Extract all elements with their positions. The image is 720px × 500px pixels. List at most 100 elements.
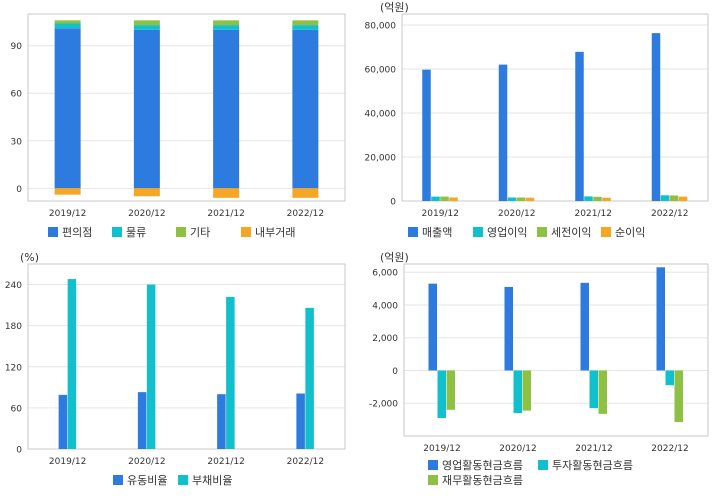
legend-label-물류: 물류: [126, 226, 146, 239]
legend-swatch-기타: [176, 227, 186, 237]
chart-3: (%) 0 60 120 180 240 2019/12 2020/12 2021/12 2022…: [5, 251, 346, 487]
bar-기타-2020/12: [133, 20, 160, 26]
bar-유동비율-2020/12: [137, 392, 147, 449]
x-tick-label: 2019/12: [423, 444, 460, 454]
y-tick-label: 60,000: [365, 66, 397, 76]
bar-재무활동현금흐름-2022/12: [674, 370, 683, 423]
x-tick-label: 2019/12: [422, 209, 459, 219]
legend-swatch-세전이익: [537, 227, 547, 237]
bar-영업이익-2021/12: [584, 196, 593, 201]
bar-투자활동현금흐름-2019/12: [437, 370, 446, 418]
x-tick-label: 2020/12: [128, 209, 165, 219]
bar-물류-2022/12: [292, 25, 319, 30]
bar-물류-2019/12: [54, 23, 81, 29]
unit-label: (억원): [380, 1, 409, 14]
chart-1: 0 30 60 90 2019/12 2020/12 2021/12 2022/12 편의점 물류…: [11, 13, 346, 239]
bar-유동비율-2019/12: [58, 394, 68, 449]
bar-세전이익-2020/12: [516, 197, 526, 201]
bar-재무활동현금흐름-2020/12: [522, 370, 531, 411]
x-tick-label: 2020/12: [498, 209, 535, 219]
plot-frame: [401, 13, 709, 202]
x-tick-label: 2021/12: [575, 209, 612, 219]
bar-영업이익-2019/12: [431, 196, 440, 201]
bar-영업활동현금흐름-2019/12: [428, 283, 437, 371]
legend-label-편의점: 편의점: [62, 226, 92, 239]
bar-편의점-2021/12: [213, 29, 240, 189]
legend-swatch-재무활동현금흐름: [428, 475, 438, 485]
y-tick-label: 40,000: [365, 110, 397, 120]
legend-label-기타: 기타: [190, 226, 210, 239]
bar-투자활동현금흐름-2021/12: [589, 370, 598, 409]
bar-매출액-2020/12: [498, 64, 508, 201]
x-tick-label: 2022/12: [287, 209, 324, 219]
bar-편의점-2020/12: [133, 29, 160, 189]
y-tick-label: 6,000: [372, 269, 398, 279]
y-tick-label: 20,000: [365, 154, 397, 164]
bar-영업이익-2022/12: [660, 195, 670, 201]
bar-순이익-2022/12: [678, 196, 688, 201]
x-tick-label: 2019/12: [49, 457, 86, 467]
legend-label-매출액: 매출액: [422, 226, 452, 239]
bar-내부거래-2021/12: [213, 188, 240, 198]
bar-물류-2021/12: [213, 25, 240, 30]
bar-내부거래-2022/12: [292, 188, 319, 198]
x-tick-label: 2021/12: [207, 209, 244, 219]
bar-기타-2021/12: [213, 20, 240, 26]
bar-부채비율-2021/12: [226, 296, 235, 449]
x-tick-label: 2022/12: [287, 457, 324, 467]
x-tick-label: 2021/12: [207, 457, 244, 467]
plot-frame: [27, 13, 346, 202]
bar-부채비율-2020/12: [146, 284, 156, 449]
y-tick-label: 240: [5, 281, 22, 291]
legend-swatch-투자활동현금흐름: [538, 460, 548, 470]
chart-4: (억원) -2,000 0 2,000 4,000 6,000 2019/12 2020/12…: [369, 251, 709, 487]
x-tick-label: 2020/12: [499, 444, 536, 454]
bar-영업활동현금흐름-2021/12: [580, 282, 589, 371]
x-tick-label: 2020/12: [128, 457, 165, 467]
legend-swatch-편의점: [48, 227, 58, 237]
bar-영업활동현금흐름-2020/12: [504, 286, 513, 371]
legend-swatch-영업이익: [473, 227, 483, 237]
legend-label-영업이익: 영업이익: [487, 226, 527, 239]
bar-편의점-2019/12: [54, 28, 81, 189]
bar-세전이익-2019/12: [440, 196, 449, 201]
legend-label-영업활동현금흐름: 영업활동현금흐름: [442, 458, 523, 472]
legend-swatch-매출액: [408, 227, 418, 237]
x-tick-label: 2022/12: [651, 209, 688, 219]
bar-내부거래-2019/12: [54, 188, 81, 195]
bar-영업활동현금흐름-2022/12: [656, 267, 665, 371]
bar-내부거래-2020/12: [133, 188, 160, 197]
bar-매출액-2019/12: [422, 69, 431, 201]
x-tick-label: 2021/12: [575, 444, 612, 454]
bar-세전이익-2022/12: [669, 195, 679, 201]
legend-label-세전이익: 세전이익: [551, 226, 591, 239]
chart-2: (억원) 0 20,000 40,000 60,000 80,000 2019/12 2020…: [365, 1, 709, 239]
legend-swatch-물류: [112, 227, 122, 237]
legend-swatch-순이익: [601, 227, 611, 237]
y-tick-label: 80,000: [365, 22, 397, 32]
bar-재무활동현금흐름-2019/12: [446, 370, 455, 410]
bar-부채비율-2022/12: [305, 307, 314, 449]
bar-유동비율-2022/12: [296, 393, 305, 449]
bar-기타-2019/12: [54, 20, 81, 24]
unit-label: (%): [20, 251, 39, 264]
legend-label-순이익: 순이익: [615, 226, 645, 239]
plot-frame: [27, 263, 346, 450]
y-tick-label: 120: [5, 363, 22, 373]
bar-순이익-2021/12: [602, 197, 611, 201]
legend-label-내부거래: 내부거래: [255, 226, 295, 239]
unit-label: (억원): [380, 251, 409, 264]
bar-부채비율-2019/12: [67, 279, 77, 449]
plot-frame: [403, 263, 709, 437]
bar-매출액-2022/12: [651, 33, 661, 201]
bar-세전이익-2021/12: [593, 196, 602, 201]
y-tick-label: 30: [11, 137, 23, 147]
bar-기타-2022/12: [292, 20, 319, 26]
y-tick-label: 0: [392, 367, 398, 377]
bar-물류-2020/12: [133, 25, 160, 30]
y-tick-label: 0: [390, 198, 396, 208]
bar-투자활동현금흐름-2022/12: [665, 370, 674, 386]
bar-유동비율-2021/12: [217, 394, 226, 449]
